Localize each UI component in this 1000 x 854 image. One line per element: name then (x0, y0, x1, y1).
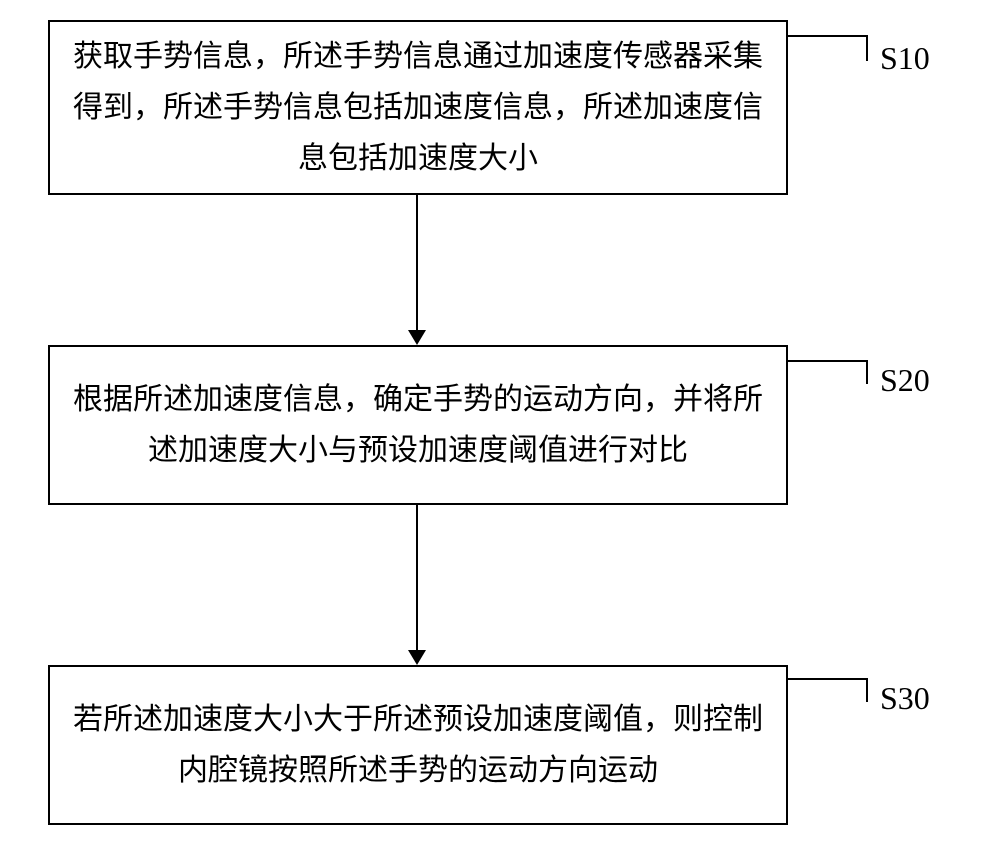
arrow-s10-s20-line (416, 195, 418, 331)
arrow-s20-s30-line (416, 505, 418, 650)
arrow-s10-s20-head (408, 330, 426, 345)
label-connector-s10 (788, 35, 868, 61)
step-s30-label: S30 (880, 680, 930, 717)
flowchart-step-s20: 根据所述加速度信息，确定手势的运动方向，并将所述加速度大小与预设加速度阈值进行对… (48, 345, 788, 505)
label-connector-s20 (788, 360, 868, 384)
label-connector-s30 (788, 678, 868, 702)
flowchart-step-s10: 获取手势信息，所述手势信息通过加速度传感器采集得到，所述手势信息包括加速度信息，… (48, 20, 788, 195)
step-s20-text: 根据所述加速度信息，确定手势的运动方向，并将所述加速度大小与预设加速度阈值进行对… (70, 374, 766, 476)
flowchart-step-s30: 若所述加速度大小大于所述预设加速度阈值，则控制内腔镜按照所述手势的运动方向运动 (48, 665, 788, 825)
step-s10-text: 获取手势信息，所述手势信息通过加速度传感器采集得到，所述手势信息包括加速度信息，… (70, 31, 766, 184)
step-s20-label: S20 (880, 362, 930, 399)
arrow-s20-s30-head (408, 650, 426, 665)
step-s10-label: S10 (880, 40, 930, 77)
flowchart-container: 获取手势信息，所述手势信息通过加速度传感器采集得到，所述手势信息包括加速度信息，… (0, 0, 1000, 854)
step-s30-text: 若所述加速度大小大于所述预设加速度阈值，则控制内腔镜按照所述手势的运动方向运动 (70, 694, 766, 796)
